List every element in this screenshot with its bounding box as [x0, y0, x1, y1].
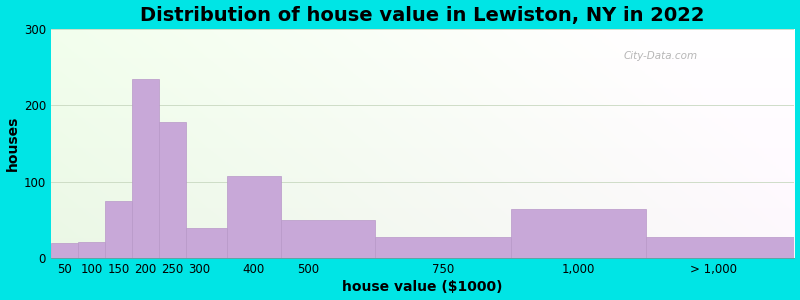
Title: Distribution of house value in Lewiston, NY in 2022: Distribution of house value in Lewiston,…: [140, 6, 705, 25]
Bar: [375, 237, 510, 258]
Bar: [646, 237, 794, 258]
Bar: [186, 228, 226, 258]
Bar: [78, 242, 105, 258]
Bar: [159, 122, 186, 258]
Bar: [226, 176, 281, 258]
Bar: [51, 243, 78, 258]
Bar: [105, 201, 132, 258]
Bar: [132, 79, 159, 258]
Bar: [510, 209, 646, 258]
X-axis label: house value ($1000): house value ($1000): [342, 280, 503, 294]
Y-axis label: houses: houses: [6, 116, 19, 171]
Bar: [281, 220, 375, 258]
Text: City-Data.com: City-Data.com: [623, 51, 698, 62]
